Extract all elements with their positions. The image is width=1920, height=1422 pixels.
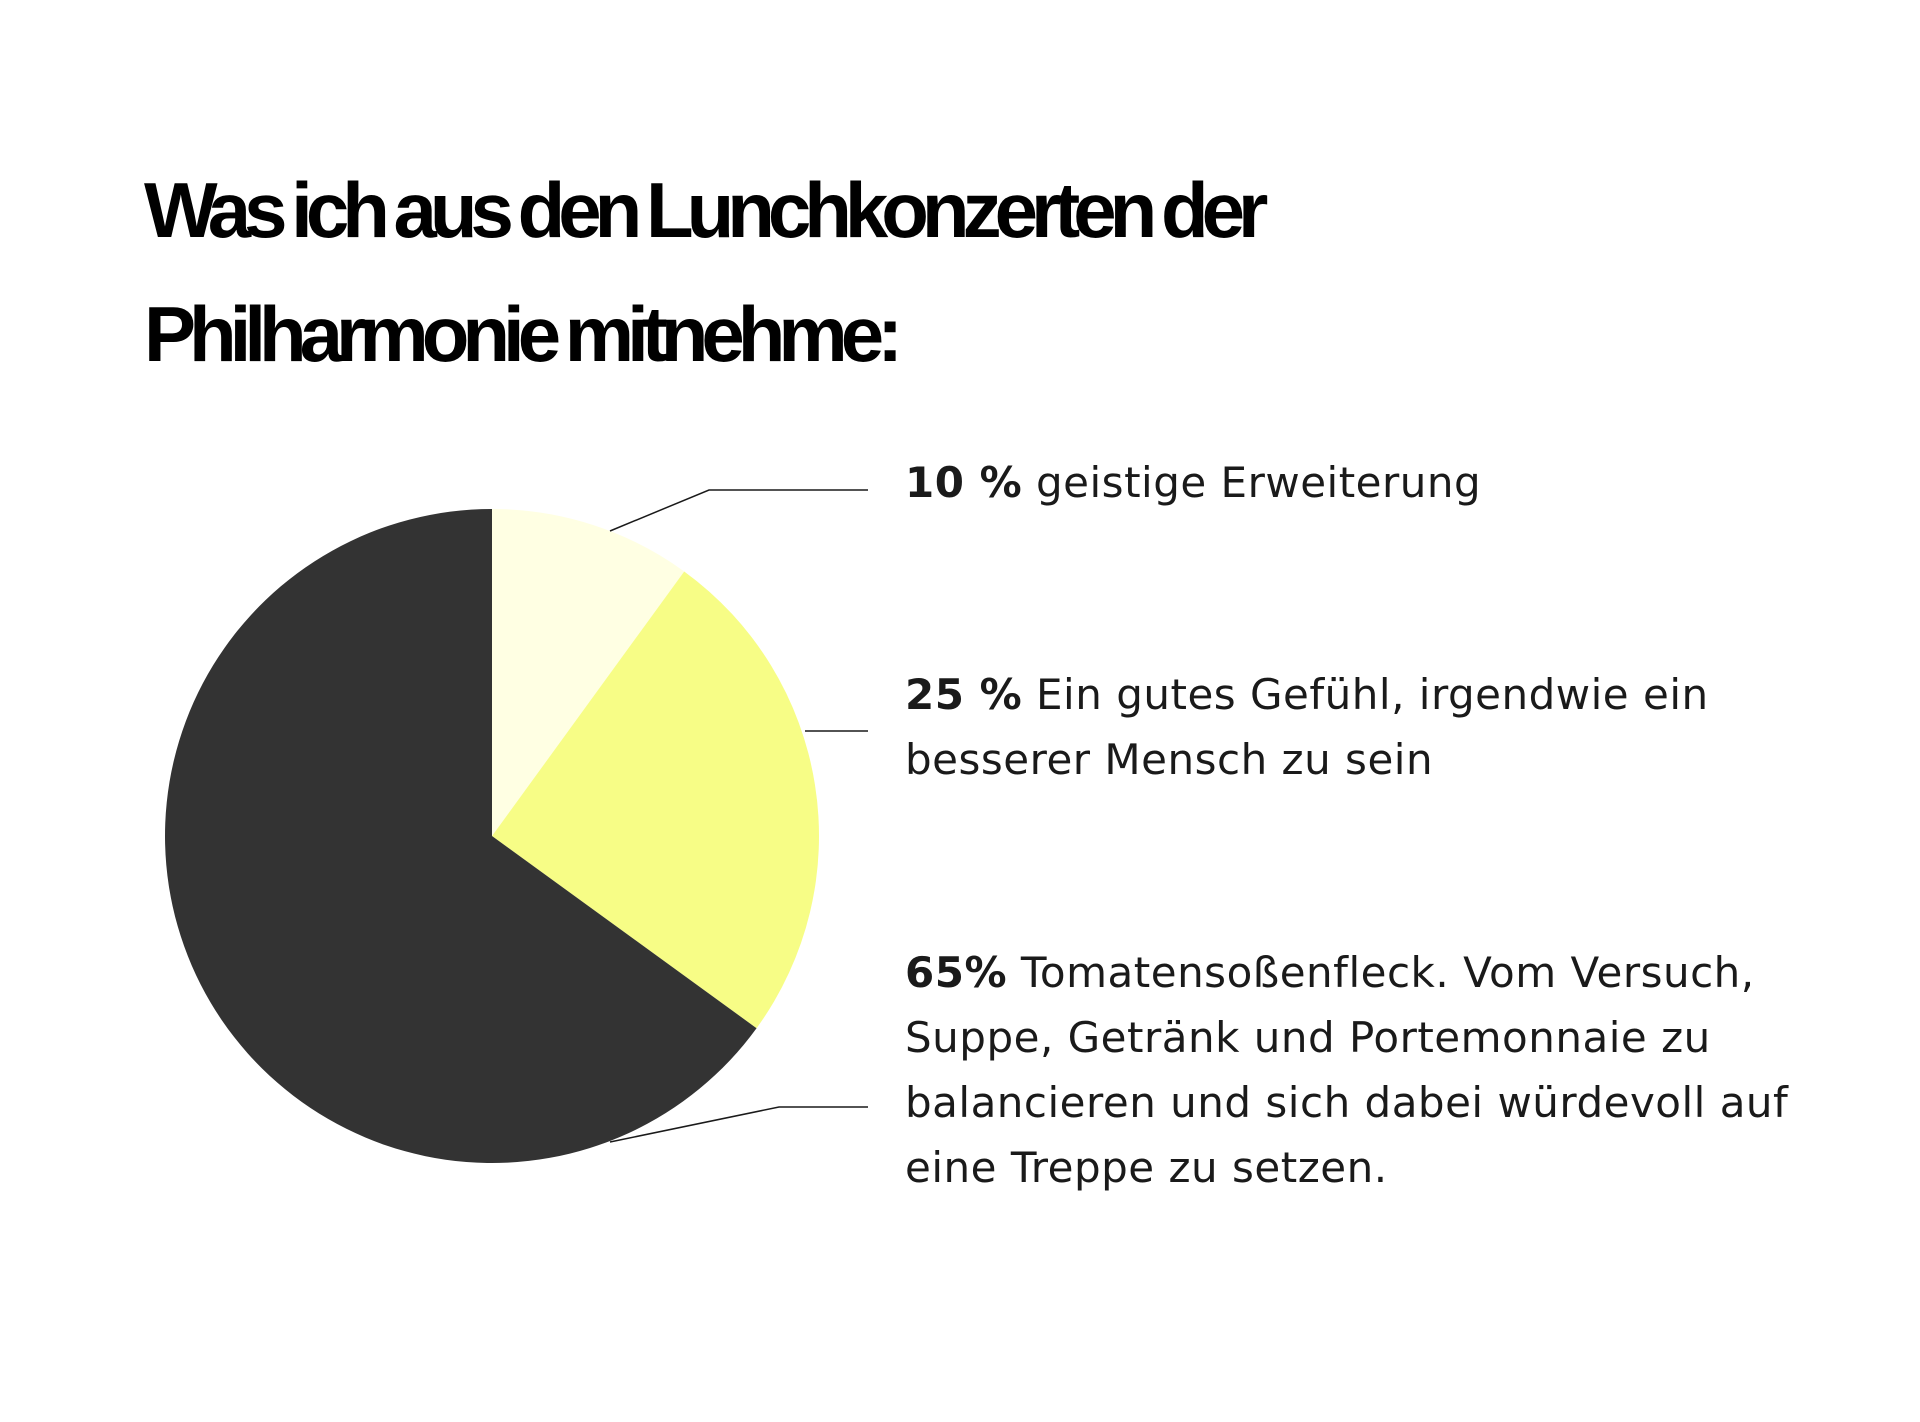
slice-percent: 25 % bbox=[905, 670, 1023, 719]
pie-slice-10 bbox=[492, 509, 685, 836]
leader-line-10 bbox=[609, 489, 868, 532]
slice-percent: 65% bbox=[905, 948, 1008, 997]
leader-line-65 bbox=[609, 1106, 868, 1143]
slice-label-10: 10 % geistige Erweiterung bbox=[905, 450, 1805, 515]
chart-title: Was ich aus den Lunchkonzerten der Philh… bbox=[144, 166, 1268, 378]
slice-label-25: 25 % Ein gutes Gefühl, irgendwie ein bes… bbox=[905, 662, 1805, 792]
slice-text: Tomatensoßenfleck. Vom Versuch, Suppe, G… bbox=[905, 948, 1789, 1192]
slice-text: geistige Erweiterung bbox=[1036, 458, 1482, 507]
pie-slice-65 bbox=[165, 509, 757, 1163]
slice-percent: 10 % bbox=[905, 458, 1023, 507]
slice-label-65: 65% Tomatensoßenfleck. Vom Versuch, Supp… bbox=[905, 940, 1805, 1200]
slice-text: Ein gutes Gefühl, irgendwie ein besserer… bbox=[905, 670, 1709, 784]
pie-slice-25 bbox=[492, 571, 820, 1029]
